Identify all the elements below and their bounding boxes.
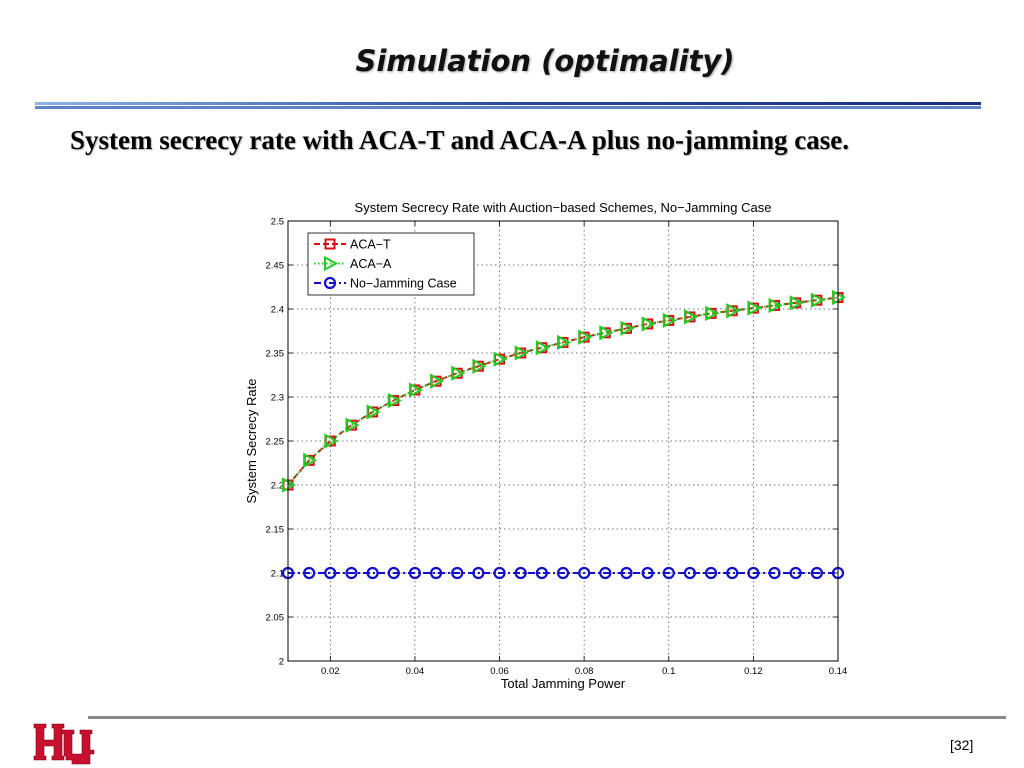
data-point <box>556 566 570 580</box>
x-tick-label: 0.12 <box>744 666 763 677</box>
data-point <box>430 373 445 389</box>
data-point <box>683 566 697 580</box>
y-tick-label: 2.2 <box>271 481 284 492</box>
slide-subtitle: System secrecy rate with ACA-T and ACA-A… <box>70 125 849 155</box>
x-tick-label: 0.04 <box>406 666 425 677</box>
y-tick-label: 2.25 <box>266 437 285 448</box>
chart-legend: ACA−T ACA−A No−Jamming Case <box>307 232 475 296</box>
legend-label: ACA−A <box>350 257 392 271</box>
y-tick-label: 2.5 <box>271 217 284 228</box>
data-point <box>810 566 823 580</box>
data-point <box>345 566 358 580</box>
y-tick-label: 2.35 <box>266 349 285 360</box>
page-number: [32] <box>950 737 974 753</box>
data-point <box>747 566 760 580</box>
data-point <box>472 358 487 374</box>
data-point <box>303 566 316 580</box>
data-point <box>451 566 464 580</box>
data-point <box>303 452 318 469</box>
data-point <box>366 566 379 580</box>
data-point <box>387 392 402 409</box>
series-line <box>287 296 839 486</box>
chart-title: System Secrecy Rate with Auction−based S… <box>355 200 772 215</box>
y-tick-label: 2.3 <box>271 393 284 404</box>
data-point <box>620 320 635 337</box>
data-point <box>789 295 804 311</box>
data-point <box>366 404 381 420</box>
y-tick-label: 2.05 <box>266 613 285 624</box>
data-point <box>324 433 339 449</box>
y-tick-label: 2 <box>279 657 284 668</box>
title-divider <box>35 102 981 109</box>
data-point <box>514 345 529 361</box>
data-point <box>472 566 485 580</box>
legend-marker <box>324 238 336 250</box>
data-point <box>514 566 527 580</box>
data-point <box>683 309 699 325</box>
plot-frame <box>287 220 839 662</box>
data-point <box>768 297 783 314</box>
legend-label: ACA−T <box>350 238 391 252</box>
data-point <box>408 566 422 580</box>
data-point <box>662 312 677 329</box>
data-point <box>704 566 718 580</box>
data-point <box>641 566 654 580</box>
data-point <box>599 325 614 341</box>
data-point <box>726 303 741 319</box>
y-tick-label: 2.4 <box>271 305 284 316</box>
x-axis-label: Total Jamming Power <box>501 676 626 691</box>
series-2 <box>281 566 845 580</box>
data-point <box>726 566 739 580</box>
data-point <box>345 417 360 433</box>
x-tick-label: 0.08 <box>575 666 594 677</box>
data-point <box>747 300 762 316</box>
x-tick-label: 0.02 <box>321 666 340 677</box>
data-point <box>768 566 781 580</box>
data-point <box>493 351 508 367</box>
chart-series <box>281 289 847 580</box>
legend-marker <box>323 276 337 290</box>
y-tick-label: 2.45 <box>266 261 285 272</box>
data-point <box>599 566 612 580</box>
data-point <box>578 566 591 580</box>
data-point <box>789 566 802 580</box>
data-point <box>641 316 656 332</box>
x-tick-label: 0.1 <box>662 666 675 677</box>
y-axis-label: System Secrecy Rate <box>244 379 259 504</box>
data-point <box>535 566 548 580</box>
x-tick-label: 0.06 <box>490 666 509 677</box>
y-tick-label: 2.15 <box>266 525 285 536</box>
secrecy-rate-chart: 0.02 0.04 0.06 0.08 0.1 0.12 0.14 2 2.05 2.1 2.15 2… <box>235 190 875 700</box>
slide-title: Simulation (optimality) <box>355 44 735 78</box>
data-point <box>705 305 720 322</box>
footer-divider <box>88 716 1006 719</box>
x-tick-label: 0.14 <box>829 666 848 677</box>
data-point <box>620 566 633 580</box>
y-tick-label: 2.1 <box>271 569 284 580</box>
data-point <box>493 566 506 580</box>
data-point <box>429 566 443 580</box>
legend-marker <box>324 255 339 272</box>
uh-logo-icon <box>33 723 95 765</box>
data-point <box>324 566 337 580</box>
data-point <box>535 340 550 356</box>
data-point <box>451 365 466 381</box>
data-point <box>810 292 825 308</box>
legend-label: No−Jamming Case <box>350 277 457 291</box>
data-point <box>387 566 400 580</box>
data-point <box>662 566 675 580</box>
data-point <box>408 382 424 398</box>
data-point <box>557 334 572 351</box>
data-point <box>578 329 593 345</box>
